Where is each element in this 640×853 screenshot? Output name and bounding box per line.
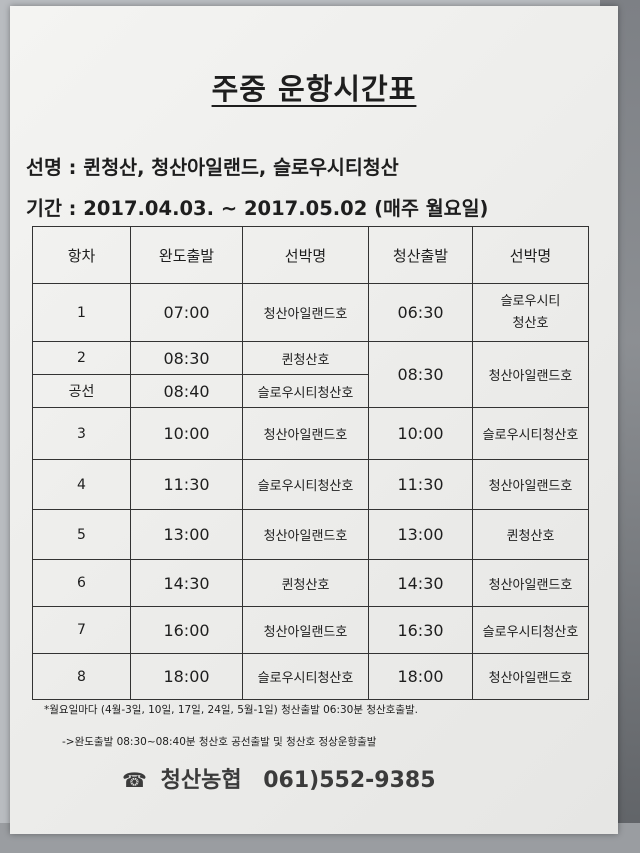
wando-time: 13:00 — [130, 509, 243, 560]
ship-name-2: 슬로우시티청산호 — [472, 606, 589, 654]
table-row: 6 14:30 퀸청산호 14:30 청산아일랜드호 — [32, 559, 589, 607]
header-wando-departure: 완도출발 — [130, 226, 243, 284]
ship-name-2: 슬로우시티 청산호 — [472, 283, 589, 342]
ship-name-2-line2: 청산호 — [512, 315, 549, 331]
table-row: 3 10:00 청산아일랜드호 10:00 슬로우시티청산호 — [32, 407, 589, 460]
header-cheongsan-departure: 청산출발 — [368, 226, 473, 284]
wando-time: 14:30 — [130, 559, 243, 607]
table-row: 2 08:30 퀸청산호 08:30 청산아일랜드호 — [32, 341, 589, 408]
ship-name: 슬로우시티청산호 — [242, 459, 369, 510]
vessels-line: 선명 : 퀸청산, 청산아일랜드, 슬로우시티청산 — [26, 156, 399, 179]
sign-title: 주중 운항시간표 — [211, 72, 417, 106]
phone-icon: ☎ — [122, 768, 147, 792]
table-row: 4 11:30 슬로우시티청산호 11:30 청산아일랜드호 — [32, 459, 589, 510]
table-row: 공선 08:40 슬로우시티청산호 — [32, 374, 589, 408]
cheongsan-time: 06:30 — [368, 283, 473, 342]
period-dates: 기간 : 2017.04.03. ~ 2017.05.02 — [26, 197, 368, 220]
wando-time: 07:00 — [130, 283, 243, 342]
header-trip-no: 항차 — [32, 226, 131, 284]
ship-name: 슬로우시티청산호 — [242, 653, 369, 700]
cheongsan-time: 16:30 — [368, 606, 473, 654]
header-ship-name-2: 선박명 — [472, 226, 589, 284]
ship-name: 퀸청산호 — [242, 341, 369, 375]
cheongsan-time: 13:00 — [368, 509, 473, 560]
cheongsan-time: 18:00 — [368, 653, 473, 700]
trip-no: 3 — [32, 407, 131, 460]
trip-no: 2 — [32, 341, 131, 375]
table-row: 5 13:00 청산아일랜드호 13:00 퀸청산호 — [32, 509, 589, 560]
wando-time: 08:40 — [130, 374, 243, 408]
ship-name-2: 청산아일랜드호 — [472, 341, 589, 408]
trip-no: 공선 — [32, 374, 131, 408]
contact-line: ☎ 청산농협 061)552-9385 — [122, 762, 436, 794]
schedule-table: 항차 완도출발 선박명 청산출발 선박명 1 07:00 청산아일랜드호 06:… — [32, 226, 589, 700]
wando-time: 08:30 — [130, 341, 243, 375]
wando-time: 18:00 — [130, 653, 243, 700]
ship-name-2: 슬로우시티청산호 — [472, 407, 589, 460]
footnote-monday: *월요일마다 (4월-3일, 10일, 17일, 24일, 5월-1일) 청산출… — [44, 704, 418, 716]
contact-org: 청산농협 — [160, 768, 242, 793]
table-row: 7 16:00 청산아일랜드호 16:30 슬로우시티청산호 — [32, 606, 589, 654]
ship-name-2: 청산아일랜드호 — [472, 559, 589, 607]
trip-no: 8 — [32, 653, 131, 700]
ship-name: 슬로우시티청산호 — [242, 374, 369, 408]
header-ship-name: 선박명 — [242, 226, 369, 284]
table-row: 8 18:00 슬로우시티청산호 18:00 청산아일랜드호 — [32, 653, 589, 700]
ship-name-2: 청산아일랜드호 — [472, 653, 589, 700]
period-line: 기간 : 2017.04.03. ~ 2017.05.02 (매주 월요일) — [26, 192, 488, 221]
table-row: 1 07:00 청산아일랜드호 06:30 슬로우시티 청산호 — [32, 283, 589, 342]
trip-no: 6 — [32, 559, 131, 607]
ship-name: 청산아일랜드호 — [242, 606, 369, 654]
trip-no: 7 — [32, 606, 131, 654]
wando-time: 10:00 — [130, 407, 243, 460]
ship-name: 청산아일랜드호 — [242, 407, 369, 460]
cheongsan-time: 11:30 — [368, 459, 473, 510]
cheongsan-time: 10:00 — [368, 407, 473, 460]
timetable-sign: 주중 운항시간표 선명 : 퀸청산, 청산아일랜드, 슬로우시티청산 기간 : … — [10, 6, 618, 834]
trip-no: 1 — [32, 283, 131, 342]
trip-no: 5 — [32, 509, 131, 560]
ship-name: 퀸청산호 — [242, 559, 369, 607]
trip-no: 4 — [32, 459, 131, 510]
wando-time: 11:30 — [130, 459, 243, 510]
ship-name: 청산아일랜드호 — [242, 283, 369, 342]
footnote-wando: ->완도출발 08:30~08:40분 청산호 공선출발 및 청산호 정상운항출… — [62, 736, 377, 748]
ship-name-2: 청산아일랜드호 — [472, 459, 589, 510]
cheongsan-time: 08:30 — [368, 341, 473, 408]
period-note: (매주 월요일) — [374, 197, 489, 220]
wando-time: 16:00 — [130, 606, 243, 654]
table-header-row: 항차 완도출발 선박명 청산출발 선박명 — [32, 226, 589, 284]
ship-name-2-line1: 슬로우시티 — [500, 293, 561, 309]
cheongsan-time: 14:30 — [368, 559, 473, 607]
contact-phone: 061)552-9385 — [263, 768, 436, 793]
ship-name-2: 퀸청산호 — [472, 509, 589, 560]
ship-name: 청산아일랜드호 — [242, 509, 369, 560]
